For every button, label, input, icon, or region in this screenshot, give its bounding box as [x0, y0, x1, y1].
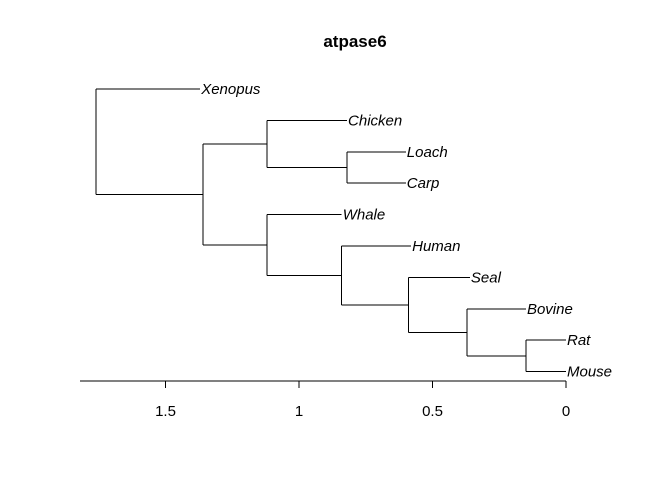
leaf-label-human: Human [412, 238, 460, 255]
leaf-labels: Xenopus Chicken Loach Carp Whale Human Seal Bov… [200, 81, 612, 381]
leaf-label-seal: Seal [471, 269, 502, 286]
x-tick-label: 1 [295, 403, 303, 420]
x-axis: 1.5 1 0.5 0 [80, 380, 570, 420]
dendrogram-branches [95, 88, 566, 373]
x-tick-label: 0 [562, 403, 570, 420]
leaf-label-rat: Rat [567, 332, 591, 349]
x-tick-label: 0.5 [422, 403, 443, 420]
leaf-label-loach: Loach [407, 144, 448, 161]
leaf-label-xenopus: Xenopus [200, 81, 261, 98]
leaf-label-whale: Whale [343, 207, 386, 224]
leaf-label-chicken: Chicken [348, 112, 402, 129]
leaf-label-carp: Carp [407, 175, 440, 192]
x-tick-label: 1.5 [155, 403, 176, 420]
leaf-label-mouse: Mouse [567, 364, 612, 381]
leaf-label-bovine: Bovine [527, 301, 573, 318]
chart-title: atpase6 [323, 32, 386, 51]
